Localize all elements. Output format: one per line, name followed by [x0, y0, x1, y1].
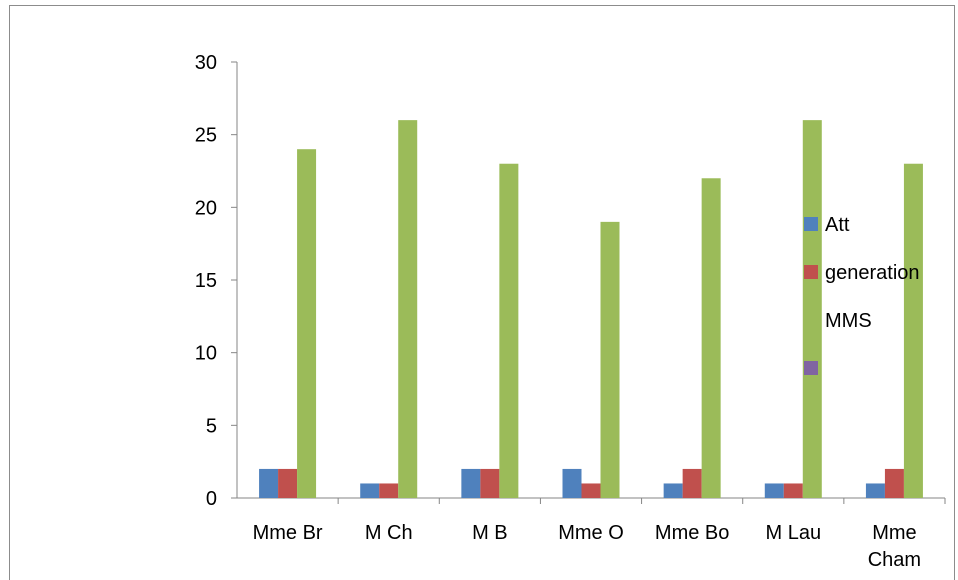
y-tick-label: 20	[195, 197, 217, 219]
bar-att	[461, 468, 481, 498]
x-category-label: M Lau	[765, 522, 821, 544]
bar-generation	[581, 483, 601, 498]
legend-swatch	[804, 217, 818, 231]
bar-generation	[682, 468, 702, 498]
legend-label: Att	[825, 214, 850, 236]
x-category-label: Cham	[868, 549, 921, 571]
bar-generation	[884, 468, 904, 498]
bar-mms	[903, 163, 923, 498]
legend-label: generation	[825, 262, 920, 284]
legend-swatch	[804, 313, 818, 327]
chart-bars	[259, 120, 923, 498]
x-category-label: M Ch	[365, 522, 413, 544]
x-category-label: Mme	[872, 522, 916, 544]
y-tick-label: 10	[195, 343, 217, 365]
y-tick-label: 5	[206, 415, 217, 437]
y-tick-label: 25	[195, 125, 217, 147]
bar-att	[764, 483, 784, 498]
y-tick-label: 30	[195, 52, 217, 74]
x-category-label: Mme O	[558, 522, 624, 544]
bar-att	[663, 483, 683, 498]
x-axis-category-labels: Mme Br M Ch M B Mme O Mme Bo M Lau Mme Cham	[253, 522, 922, 571]
y-axis-tick-labels: 0 5 10 15 20 25 30	[195, 52, 217, 510]
legend-label: MMS	[825, 310, 872, 332]
bar-generation	[379, 483, 399, 498]
y-tick-label: 0	[206, 488, 217, 510]
bar-generation	[480, 468, 500, 498]
chart-legend: Att generation MMS	[804, 214, 920, 375]
bar-att	[865, 483, 885, 498]
bar-mms	[802, 120, 822, 498]
bar-mms	[701, 178, 721, 498]
bar-generation	[783, 483, 803, 498]
legend-swatch	[804, 265, 818, 279]
bar-mms	[297, 149, 317, 498]
bar-mms	[398, 120, 418, 498]
bar-att	[562, 468, 582, 498]
bar-mms	[499, 163, 519, 498]
bar-att	[360, 483, 380, 498]
bar-att	[259, 468, 279, 498]
legend-swatch	[804, 361, 818, 375]
bar-generation	[278, 468, 298, 498]
x-category-label: Mme Bo	[655, 522, 729, 544]
bar-mms	[600, 221, 620, 498]
y-tick-label: 15	[195, 270, 217, 292]
x-category-label: M B	[472, 522, 508, 544]
x-category-label: Mme Br	[253, 522, 323, 544]
